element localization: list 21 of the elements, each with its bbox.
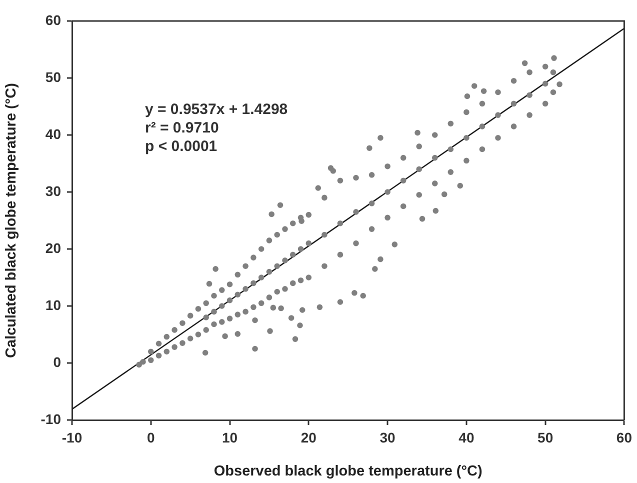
x-tick-label: -10: [62, 429, 82, 446]
x-tick-label: 20: [300, 429, 317, 446]
y-tick-label: 50: [45, 68, 62, 85]
y-tick-label: -10: [40, 410, 62, 427]
x-tick-label: 60: [616, 429, 632, 446]
x-tick-label: 30: [380, 429, 396, 446]
annotation: p < 0.0001: [145, 138, 218, 156]
y-tick-label: 0: [53, 354, 62, 370]
x-tick-label: 50: [538, 429, 554, 446]
annotation: y = 0.9537x + 1.4298: [145, 101, 288, 118]
y-tick-label: 60: [45, 12, 62, 28]
x-axis-title: Observed black globe temperature (°C): [214, 463, 483, 480]
x-tick-label: 10: [222, 429, 238, 446]
y-tick-label: 40: [45, 126, 62, 142]
y-tick-label: 20: [45, 240, 62, 256]
x-tick-label: 40: [458, 429, 474, 446]
y-tick-label: 10: [45, 296, 62, 313]
x-tick-label: 0: [146, 429, 155, 446]
y-axis-title: Calculated black globe temperature (°C): [4, 82, 20, 358]
y-tick-label: 30: [45, 182, 62, 199]
annotation: r² = 0.9710: [145, 120, 219, 137]
